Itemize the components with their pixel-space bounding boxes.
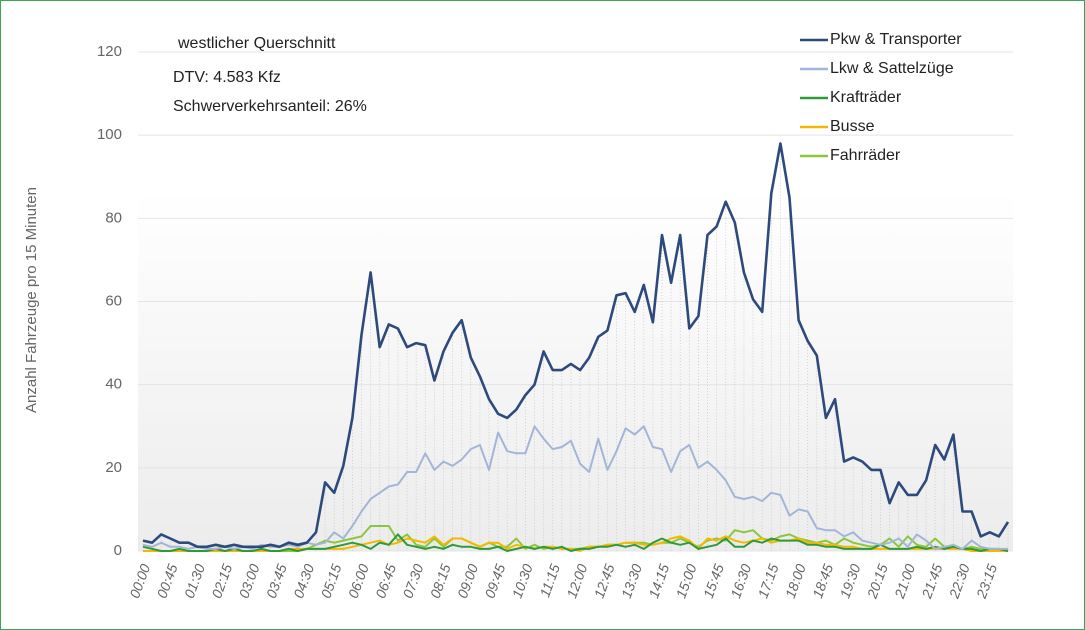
legend-label: Pkw & Transporter (830, 31, 962, 48)
y-tick-label: 40 (105, 376, 122, 393)
legend-label: Lkw & Sattelzüge (830, 60, 954, 77)
series-line (142, 425, 1008, 550)
plot-background (138, 190, 1013, 551)
y-tick-label: 80 (105, 209, 122, 226)
y-tick-label: 0 (114, 542, 122, 559)
y-axis-label: Anzahl Fahrzeuge pro 15 Minuten (23, 187, 40, 413)
series-line (142, 533, 1009, 552)
legend-label: Fahrräder (830, 147, 901, 164)
annotation: westlicher Querschnitt (177, 35, 336, 52)
series-line (142, 142, 1010, 549)
annotation: DTV: 4.583 Kfz (173, 69, 281, 86)
annotation: Schwerverkehrsanteil: 26% (173, 98, 367, 115)
y-tick-label: 100 (97, 126, 122, 143)
y-tick-label: 60 (105, 292, 122, 309)
y-tick-label: 20 (105, 459, 122, 476)
y-tick-label: 120 (97, 43, 122, 60)
series-line (143, 525, 1009, 552)
legend-label: Busse (830, 118, 875, 135)
legend-label: Krafträder (830, 89, 902, 106)
